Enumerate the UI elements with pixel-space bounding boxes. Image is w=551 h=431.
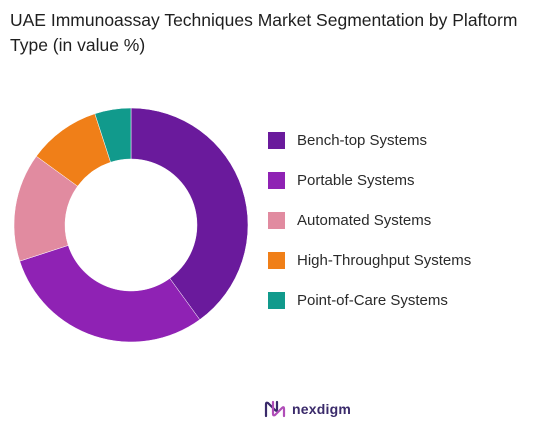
donut-slice-portable <box>19 245 201 343</box>
legend-item-portable: Portable Systems <box>268 170 471 190</box>
legend-label: Point-of-Care Systems <box>297 291 448 309</box>
donut-slice-bench-top <box>130 107 249 321</box>
nexdigm-logo-icon <box>264 400 286 418</box>
chart-title: UAE Immunoassay Techniques Market Segmen… <box>10 10 518 55</box>
legend-swatch <box>268 211 285 229</box>
legend-label: High-Throughput Systems <box>297 251 472 269</box>
legend-swatch <box>268 171 285 189</box>
brand-logo: nexdigm <box>264 400 351 418</box>
legend-item-high-throughput: High-Throughput Systems <box>268 250 471 270</box>
legend-label: Automated Systems <box>297 211 432 229</box>
legend-swatch <box>268 251 285 269</box>
legend-swatch <box>268 291 285 309</box>
legend-swatch <box>268 131 285 149</box>
legend-label: Bench-top Systems <box>297 131 428 149</box>
legend-label: Portable Systems <box>297 171 415 189</box>
brand-name: nexdigm <box>292 401 351 417</box>
legend-item-point-of-care: Point-of-Care Systems <box>268 290 471 310</box>
legend-item-bench-top: Bench-top Systems <box>268 130 471 150</box>
donut-slice-point-of-care <box>94 107 132 163</box>
legend-item-automated: Automated Systems <box>268 210 471 230</box>
chart-legend: Bench-top Systems Portable Systems Autom… <box>268 130 471 330</box>
